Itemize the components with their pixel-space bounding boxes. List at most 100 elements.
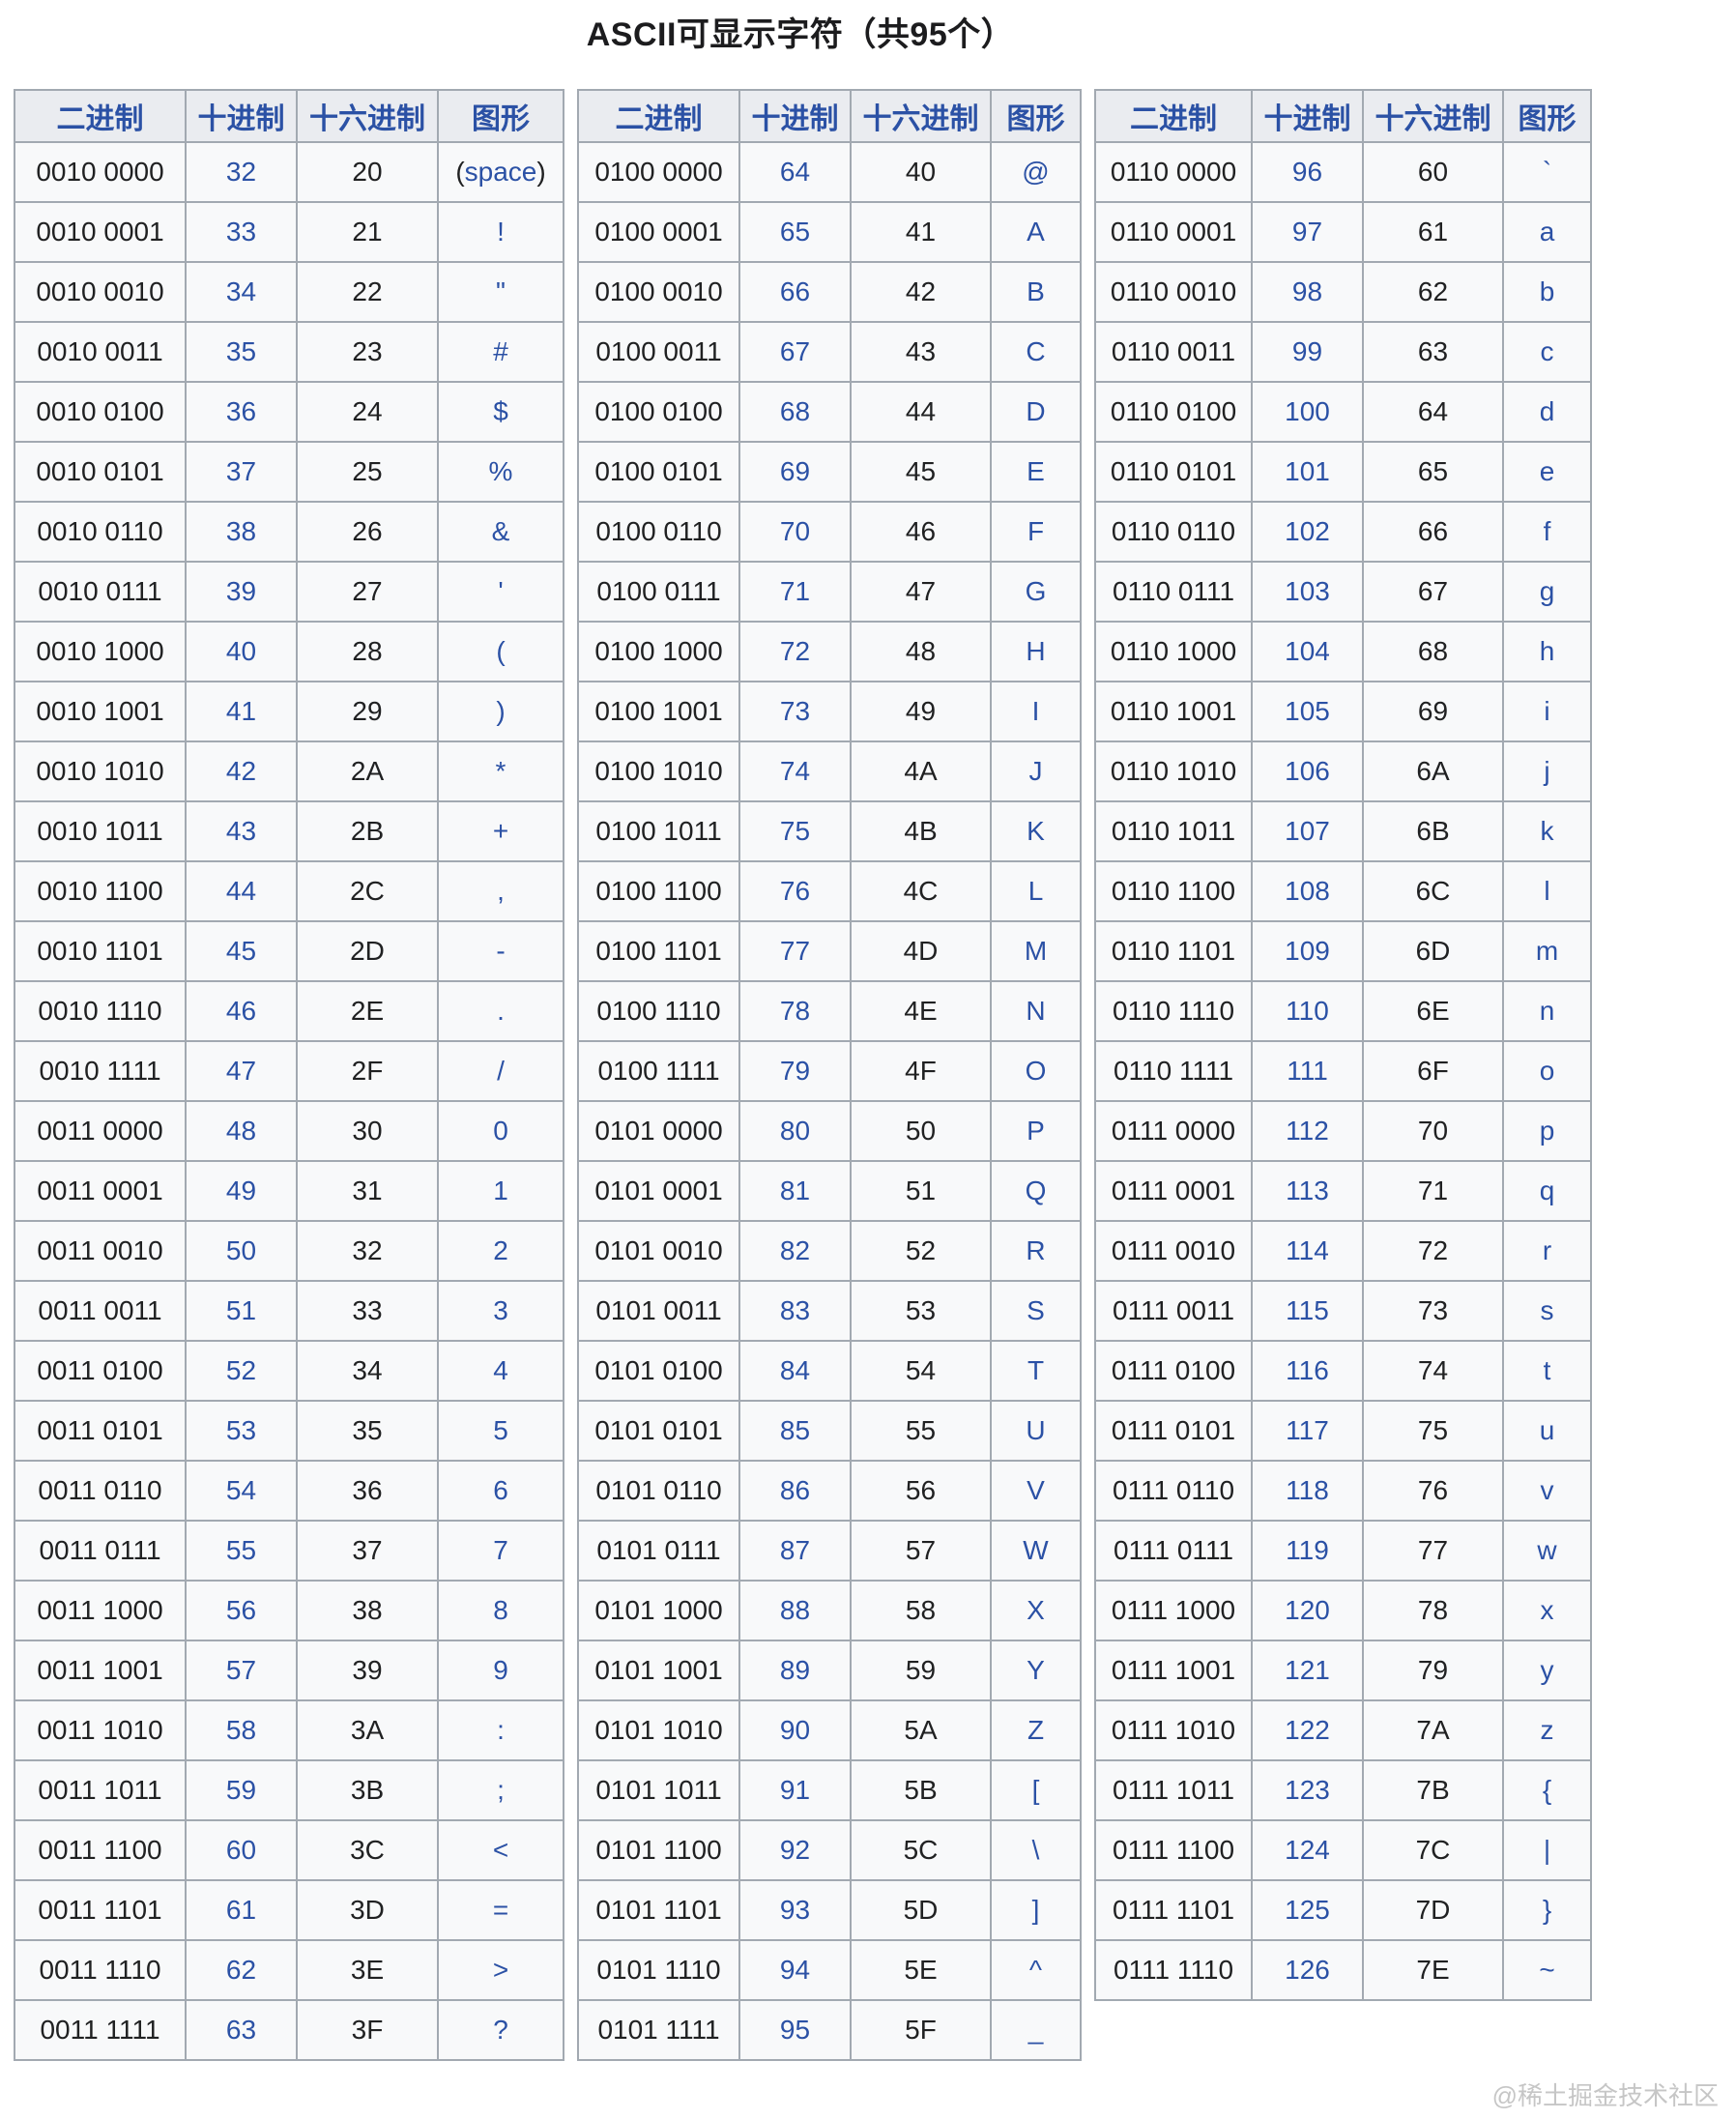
decimal-link[interactable]: 54 <box>225 1475 257 1505</box>
decimal-link[interactable]: 80 <box>779 1116 811 1146</box>
decimal-link[interactable]: 55 <box>225 1535 257 1565</box>
glyph-link[interactable]: m <box>1535 936 1559 966</box>
decimal-link[interactable]: 76 <box>779 876 811 906</box>
glyph-link[interactable]: * <box>495 756 506 786</box>
decimal-link[interactable]: 38 <box>225 516 257 546</box>
glyph-link[interactable]: [ <box>1031 1775 1040 1805</box>
glyph-link[interactable]: F <box>1027 516 1045 546</box>
decimal-link[interactable]: 91 <box>779 1775 811 1805</box>
glyph-link[interactable]: 8 <box>493 1595 508 1625</box>
glyph-link[interactable]: R <box>1026 1235 1046 1265</box>
decimal-link[interactable]: 108 <box>1285 876 1330 906</box>
glyph-link[interactable]: $ <box>493 396 508 426</box>
decimal-link[interactable]: 74 <box>779 756 811 786</box>
glyph-link[interactable]: - <box>496 936 506 966</box>
decimal-link[interactable]: 39 <box>225 576 257 606</box>
decimal-link[interactable]: 75 <box>779 816 811 846</box>
decimal-link[interactable]: 63 <box>225 2015 257 2045</box>
decimal-link[interactable]: 86 <box>779 1475 811 1505</box>
glyph-link[interactable]: / <box>497 1056 505 1086</box>
decimal-link[interactable]: 103 <box>1285 576 1330 606</box>
decimal-link[interactable]: 125 <box>1285 1895 1330 1925</box>
decimal-link[interactable]: 78 <box>779 996 811 1026</box>
glyph-link[interactable]: u <box>1539 1415 1555 1445</box>
glyph-link[interactable]: X <box>1027 1595 1045 1625</box>
decimal-link[interactable]: 105 <box>1285 696 1330 726</box>
glyph-link[interactable]: A <box>1027 217 1045 247</box>
decimal-link[interactable]: 94 <box>779 1955 811 1985</box>
decimal-link[interactable]: 95 <box>779 2015 811 2045</box>
decimal-link[interactable]: 117 <box>1286 1415 1329 1445</box>
glyph-link[interactable]: J <box>1028 756 1043 786</box>
glyph-link[interactable]: U <box>1026 1415 1046 1445</box>
decimal-link[interactable]: 64 <box>779 157 811 187</box>
decimal-link[interactable]: 43 <box>225 816 257 846</box>
decimal-link[interactable]: 110 <box>1286 996 1329 1026</box>
glyph-link[interactable]: : <box>497 1715 505 1745</box>
glyph-link[interactable]: ^ <box>1028 1955 1043 1985</box>
decimal-link[interactable]: 46 <box>225 996 257 1026</box>
decimal-link[interactable]: 51 <box>225 1295 257 1325</box>
decimal-link[interactable]: 82 <box>779 1235 811 1265</box>
glyph-link[interactable]: t <box>1543 1355 1551 1385</box>
decimal-link[interactable]: 53 <box>225 1415 257 1445</box>
glyph-link[interactable]: 1 <box>493 1176 508 1205</box>
decimal-link[interactable]: 97 <box>1291 217 1323 247</box>
decimal-link[interactable]: 109 <box>1285 936 1330 966</box>
decimal-link[interactable]: 84 <box>779 1355 811 1385</box>
decimal-link[interactable]: 85 <box>779 1415 811 1445</box>
decimal-link[interactable]: 42 <box>225 756 257 786</box>
glyph-link[interactable]: ~ <box>1539 1955 1555 1985</box>
glyph-link[interactable]: V <box>1027 1475 1045 1505</box>
glyph-link[interactable]: ] <box>1031 1895 1040 1925</box>
glyph-link[interactable]: } <box>1542 1895 1552 1925</box>
glyph-link[interactable]: l <box>1544 876 1550 906</box>
glyph-link[interactable]: o <box>1539 1056 1555 1086</box>
glyph-link[interactable]: _ <box>1027 2015 1044 2045</box>
decimal-link[interactable]: 58 <box>225 1715 257 1745</box>
decimal-link[interactable]: 93 <box>779 1895 811 1925</box>
glyph-link[interactable]: S <box>1027 1295 1045 1325</box>
glyph-link[interactable]: P <box>1027 1116 1045 1146</box>
decimal-link[interactable]: 114 <box>1286 1235 1329 1265</box>
glyph-link[interactable]: N <box>1026 996 1046 1026</box>
glyph-link[interactable]: f <box>1543 516 1551 546</box>
decimal-link[interactable]: 123 <box>1285 1775 1330 1805</box>
glyph-link[interactable]: T <box>1027 1355 1045 1385</box>
glyph-link[interactable]: = <box>492 1895 509 1925</box>
glyph-link[interactable]: ' <box>498 576 504 606</box>
decimal-link[interactable]: 100 <box>1285 396 1330 426</box>
decimal-link[interactable]: 34 <box>225 276 257 306</box>
glyph-link[interactable]: I <box>1031 696 1040 726</box>
decimal-link[interactable]: 57 <box>225 1655 257 1685</box>
decimal-link[interactable]: 68 <box>779 396 811 426</box>
glyph-link[interactable]: w <box>1537 1535 1557 1565</box>
glyph-link[interactable]: < <box>492 1835 509 1865</box>
glyph-link[interactable]: \ <box>1031 1835 1040 1865</box>
decimal-link[interactable]: 122 <box>1285 1715 1330 1745</box>
decimal-link[interactable]: 48 <box>225 1116 257 1146</box>
decimal-link[interactable]: 112 <box>1286 1116 1329 1146</box>
decimal-link[interactable]: 77 <box>779 936 811 966</box>
decimal-link[interactable]: 102 <box>1285 516 1330 546</box>
glyph-link[interactable]: Q <box>1025 1176 1047 1205</box>
decimal-link[interactable]: 119 <box>1286 1535 1329 1565</box>
decimal-link[interactable]: 32 <box>225 157 257 187</box>
decimal-link[interactable]: 69 <box>779 456 811 486</box>
glyph-link[interactable]: r <box>1542 1235 1552 1265</box>
decimal-link[interactable]: 44 <box>225 876 257 906</box>
glyph-link[interactable]: # <box>493 336 508 366</box>
glyph-link[interactable]: x <box>1540 1595 1554 1625</box>
glyph-link[interactable]: Z <box>1027 1715 1045 1745</box>
decimal-link[interactable]: 61 <box>225 1895 257 1925</box>
decimal-link[interactable]: 83 <box>779 1295 811 1325</box>
glyph-link[interactable]: s <box>1540 1295 1554 1325</box>
glyph-link[interactable]: q <box>1539 1176 1555 1205</box>
decimal-link[interactable]: 33 <box>225 217 257 247</box>
glyph-link[interactable]: ; <box>497 1775 505 1805</box>
glyph-link[interactable]: W <box>1023 1535 1049 1565</box>
glyph-link[interactable]: g <box>1539 576 1555 606</box>
decimal-link[interactable]: 37 <box>225 456 257 486</box>
glyph-link[interactable]: z <box>1540 1715 1554 1745</box>
decimal-link[interactable]: 88 <box>779 1595 811 1625</box>
